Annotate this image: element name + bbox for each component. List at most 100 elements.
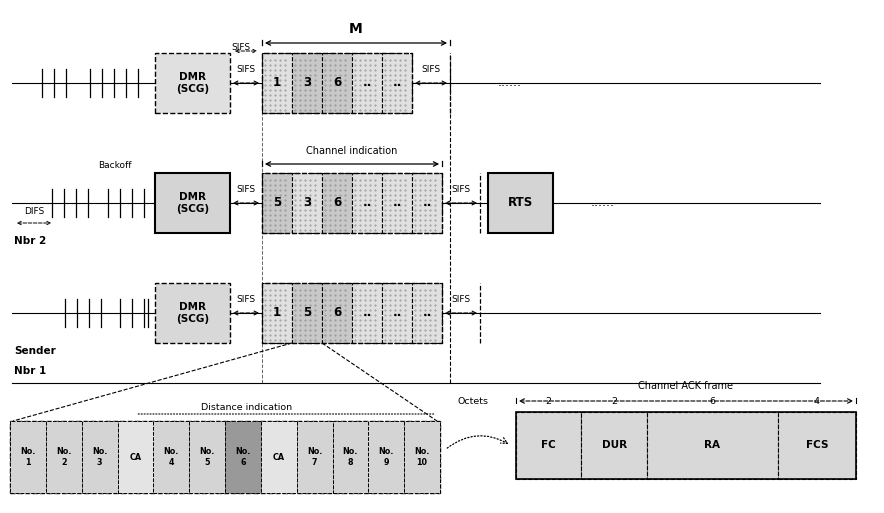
Bar xyxy=(262,173,292,233)
Bar xyxy=(155,283,230,343)
Text: 6: 6 xyxy=(333,196,341,209)
Text: FCS: FCS xyxy=(805,441,828,450)
Bar xyxy=(322,173,352,233)
Text: ......: ...... xyxy=(591,196,615,209)
Bar xyxy=(262,53,292,113)
Bar xyxy=(352,53,382,113)
Text: SIFS: SIFS xyxy=(236,65,255,73)
Text: 1: 1 xyxy=(273,306,281,320)
Bar xyxy=(382,53,412,113)
Text: SIFS: SIFS xyxy=(236,294,255,304)
Text: DMR
(SCG): DMR (SCG) xyxy=(176,72,209,94)
Bar xyxy=(261,421,297,493)
Bar xyxy=(332,421,369,493)
Text: RA: RA xyxy=(705,441,720,450)
Text: ..: .. xyxy=(392,76,401,89)
Bar xyxy=(647,412,778,479)
Bar xyxy=(488,173,553,233)
Text: No.
4: No. 4 xyxy=(164,447,179,467)
Text: SIFS: SIFS xyxy=(232,44,250,52)
Text: CA: CA xyxy=(272,452,285,462)
Text: 3: 3 xyxy=(303,196,311,209)
Text: FC: FC xyxy=(541,441,556,450)
Text: DUR: DUR xyxy=(601,441,627,450)
Text: No.
3: No. 3 xyxy=(92,447,107,467)
Bar xyxy=(582,412,647,479)
Text: DIFS: DIFS xyxy=(24,207,44,216)
Bar xyxy=(262,283,442,343)
Bar xyxy=(404,421,440,493)
Bar xyxy=(297,421,332,493)
Bar xyxy=(352,173,382,233)
Text: No.
2: No. 2 xyxy=(56,447,72,467)
Text: Sender: Sender xyxy=(14,346,56,356)
Bar xyxy=(155,53,230,113)
Bar xyxy=(189,421,225,493)
Text: 6: 6 xyxy=(709,397,715,405)
Text: DMR
(SCG): DMR (SCG) xyxy=(176,192,209,214)
Bar xyxy=(292,53,322,113)
Text: Channel indication: Channel indication xyxy=(307,146,398,156)
Text: ..: .. xyxy=(392,306,401,320)
Text: ..: .. xyxy=(362,196,371,209)
Text: No.
7: No. 7 xyxy=(307,447,323,467)
Text: SIFS: SIFS xyxy=(452,294,470,304)
Text: SIFS: SIFS xyxy=(236,185,255,193)
Text: No.
8: No. 8 xyxy=(343,447,358,467)
Text: 1: 1 xyxy=(273,76,281,89)
Bar xyxy=(292,283,322,343)
Text: M: M xyxy=(349,22,362,36)
Bar xyxy=(10,421,440,493)
Text: 3: 3 xyxy=(303,76,311,89)
Text: CA: CA xyxy=(129,452,141,462)
Text: 2: 2 xyxy=(545,397,552,405)
Text: ..: .. xyxy=(423,196,431,209)
Text: ..: .. xyxy=(392,196,401,209)
Bar xyxy=(262,53,412,113)
Text: SIFS: SIFS xyxy=(452,185,470,193)
Text: SIFS: SIFS xyxy=(422,65,440,73)
Text: Octets: Octets xyxy=(457,397,488,405)
Text: Backoff: Backoff xyxy=(98,161,131,169)
Text: RTS: RTS xyxy=(508,196,533,209)
Bar xyxy=(352,283,382,343)
FancyArrowPatch shape xyxy=(447,436,507,448)
Text: No.
10: No. 10 xyxy=(415,447,430,467)
Text: 2: 2 xyxy=(611,397,617,405)
Bar xyxy=(262,173,442,233)
Bar xyxy=(778,412,856,479)
Bar xyxy=(322,283,352,343)
Bar xyxy=(382,173,412,233)
Text: ..: .. xyxy=(423,306,431,320)
Bar xyxy=(369,421,404,493)
Bar xyxy=(262,283,292,343)
Text: No.
9: No. 9 xyxy=(378,447,394,467)
Text: No.
5: No. 5 xyxy=(200,447,215,467)
Bar xyxy=(322,53,352,113)
Text: 5: 5 xyxy=(303,306,311,320)
Bar xyxy=(155,173,230,233)
Bar xyxy=(516,412,582,479)
Bar xyxy=(292,173,322,233)
Bar xyxy=(412,173,442,233)
Bar xyxy=(10,421,46,493)
Text: No.
1: No. 1 xyxy=(20,447,35,467)
Text: Channel ACK frame: Channel ACK frame xyxy=(638,381,734,391)
Text: 6: 6 xyxy=(333,306,341,320)
Text: ..: .. xyxy=(362,306,371,320)
Bar xyxy=(153,421,189,493)
Text: ..: .. xyxy=(362,76,371,89)
Bar xyxy=(382,283,412,343)
Text: No.
6: No. 6 xyxy=(235,447,250,467)
Text: ......: ...... xyxy=(498,76,522,89)
Bar xyxy=(516,412,856,479)
Text: Nbr 2: Nbr 2 xyxy=(14,236,46,246)
Text: 6: 6 xyxy=(333,76,341,89)
Text: 4: 4 xyxy=(814,397,819,405)
Text: Nbr 1: Nbr 1 xyxy=(14,366,46,376)
Bar xyxy=(81,421,118,493)
Bar xyxy=(225,421,261,493)
Text: 5: 5 xyxy=(273,196,281,209)
Bar xyxy=(412,283,442,343)
Bar xyxy=(46,421,81,493)
